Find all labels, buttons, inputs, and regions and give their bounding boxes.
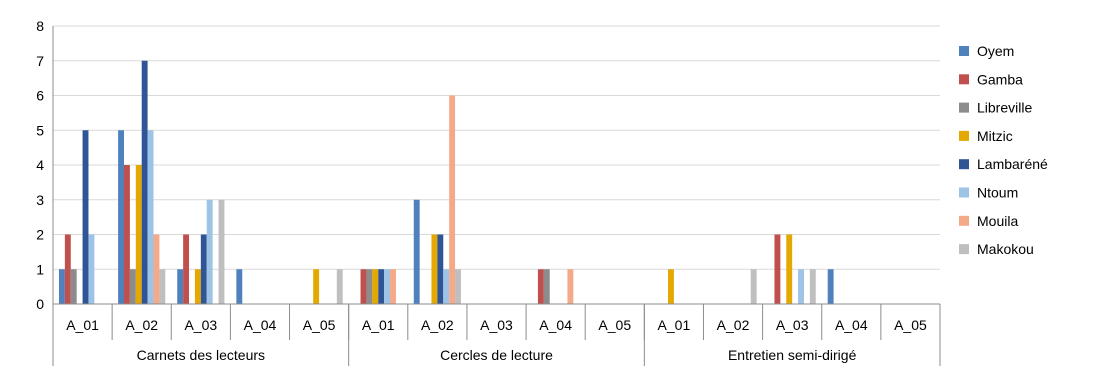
bar-gamba (124, 165, 130, 304)
group-label: Carnets des lecteurs (137, 347, 265, 363)
bar-oyem (413, 199, 420, 304)
legend-swatch (959, 187, 969, 198)
group-label: Cercles de lecture (440, 347, 553, 363)
x-tick-label: A_04 (244, 317, 277, 333)
y-tick-label: 3 (36, 192, 44, 208)
legend-label: Libreville (977, 100, 1032, 116)
bar-lambar-n- (378, 269, 385, 304)
bar-ntoum (206, 199, 213, 304)
bar-mouila (153, 234, 160, 304)
bar-mitzic (786, 234, 793, 304)
bar-gamba (64, 234, 71, 304)
bar-oyem (236, 269, 243, 304)
x-tick-label: A_03 (480, 317, 513, 333)
bar-gamba (360, 269, 367, 304)
bar-libreville (366, 269, 373, 304)
bar-mitzic (194, 269, 201, 304)
x-tick-label: A_03 (184, 317, 217, 333)
group-label: Entretien semi-dirigé (728, 347, 857, 363)
bar-mitzic (135, 165, 142, 304)
bar-oyem (177, 269, 184, 304)
y-tick-label: 5 (36, 122, 44, 138)
bar-oyem (58, 269, 65, 304)
x-tick-label: A_02 (125, 317, 158, 333)
bar-mouila (567, 269, 574, 304)
bar-ntoum (384, 269, 391, 304)
bar-lambar-n- (82, 130, 89, 304)
legend-swatch (959, 102, 969, 113)
x-tick-label: A_02 (717, 317, 750, 333)
y-tick-label: 1 (36, 261, 44, 277)
legend-swatch (959, 215, 969, 226)
y-tick-label: 4 (36, 157, 44, 173)
legend-swatch (959, 244, 969, 255)
bar-libreville (129, 269, 136, 304)
bar-mitzic (668, 269, 674, 304)
bar-libreville (543, 269, 550, 304)
bar-makokou (750, 269, 757, 304)
legend-swatch (959, 130, 969, 141)
bar-makokou (336, 269, 343, 304)
legend-label: Mitzic (977, 128, 1013, 144)
legend-swatch (959, 46, 969, 56)
legend: Oyem Gamba Libreville Mitzic Lambaréné Ntoum M… (959, 43, 1048, 257)
bar-mouila (390, 269, 396, 304)
legend-label: Gamba (977, 71, 1023, 87)
bar-ntoum (147, 130, 154, 304)
bar-gamba (537, 269, 544, 304)
x-tick-label: A_01 (658, 317, 691, 333)
legend-label: Oyem (977, 43, 1014, 59)
x-tick-label: A_04 (835, 317, 868, 333)
legend-label: Lambaréné (977, 156, 1048, 172)
bar-gamba (183, 234, 190, 304)
legend-swatch (959, 159, 969, 170)
x-tick-label: A_05 (303, 317, 336, 333)
x-tick-label: A_02 (421, 317, 454, 333)
bar-makokou (159, 269, 166, 304)
x-tick-label: A_03 (776, 317, 809, 333)
x-tick-label: A_05 (894, 317, 927, 333)
bar-lambar-n- (141, 60, 148, 304)
y-tick-label: 8 (36, 18, 44, 34)
bar-mitzic (372, 269, 379, 304)
x-tick-label: A_01 (66, 317, 99, 333)
x-axis-groups: Carnets des lecteurs Cercles de lecture En… (52, 304, 941, 366)
x-tick-label: A_05 (598, 317, 631, 333)
legend-label: Makokou (977, 241, 1034, 257)
bar-mitzic (313, 269, 320, 304)
bars (58, 60, 834, 304)
axes (52, 26, 940, 305)
y-axis-ticks: 0 1 2 3 4 5 6 7 8 (36, 18, 44, 312)
bar-oyem (118, 130, 124, 304)
x-tick-label: A_04 (539, 317, 572, 333)
bar-makokou (218, 199, 225, 304)
x-tick-label: A_01 (362, 317, 395, 333)
bar-ntoum (443, 269, 450, 304)
bar-mitzic (431, 234, 438, 304)
legend-swatch (959, 74, 969, 85)
bar-mouila (449, 95, 456, 304)
bar-oyem (827, 269, 834, 304)
legend-label: Mouila (977, 213, 1018, 229)
y-tick-label: 2 (36, 227, 44, 243)
x-axis-ticks: A_01 A_02 A_03 A_04 A_05 A_01 A_02 A_03 A_04 A_05… (52, 304, 941, 340)
bar-makokou (455, 269, 461, 304)
legend-label: Ntoum (977, 185, 1018, 201)
gridlines (53, 25, 940, 270)
bar-gamba (774, 234, 781, 304)
bar-libreville (70, 269, 77, 304)
bar-ntoum (88, 234, 95, 304)
bar-ntoum (798, 269, 804, 304)
y-tick-label: 7 (36, 53, 44, 69)
bar-lambar-n- (437, 234, 444, 304)
bar-lambar-n- (200, 234, 207, 304)
y-tick-label: 6 (36, 88, 44, 104)
bar-makokou (809, 269, 816, 304)
y-tick-label: 0 (36, 296, 44, 312)
